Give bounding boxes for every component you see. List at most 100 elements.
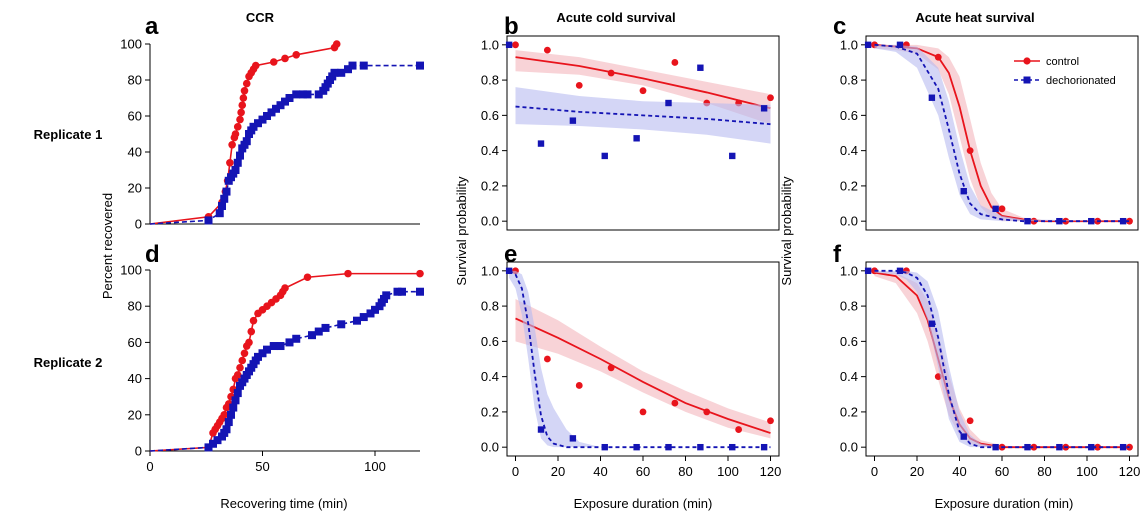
x-tick-label: 100 <box>717 464 739 479</box>
data-point <box>238 101 247 109</box>
data-point <box>671 59 679 66</box>
y-tick-label: 0.4 <box>840 143 858 158</box>
data-point <box>512 41 519 49</box>
data-point <box>233 371 242 379</box>
data-point <box>767 94 774 102</box>
confidence-band <box>515 299 771 439</box>
data-point <box>665 443 672 451</box>
data-point <box>237 108 245 117</box>
data-point <box>292 90 301 99</box>
data-point <box>344 269 352 278</box>
data-point <box>633 135 640 142</box>
legend-dechorionated-label: dechorionated <box>1046 75 1116 87</box>
data-point <box>204 443 213 452</box>
heat-survival-y-axis-label: Survival probability <box>779 176 794 286</box>
fit-line <box>874 269 1130 449</box>
data-point <box>416 269 424 278</box>
data-point <box>864 41 872 49</box>
data-point <box>281 284 289 292</box>
data-point <box>393 287 402 296</box>
panel-letter-d: d <box>145 241 160 268</box>
data-point <box>240 87 249 95</box>
data-point <box>236 115 244 124</box>
x-tick-label: 0 <box>146 459 153 474</box>
legend-dechorionated-marker <box>1023 76 1031 84</box>
y-tick-label: 0.0 <box>481 440 499 455</box>
x-tick-label: 40 <box>952 464 966 479</box>
data-point <box>543 46 551 54</box>
y-tick-label: 0.6 <box>840 334 858 349</box>
legend-control-label: control <box>1046 56 1079 68</box>
data-point <box>1119 217 1127 225</box>
data-point <box>371 305 379 314</box>
data-point <box>251 61 260 70</box>
data-point <box>330 68 339 77</box>
series-control <box>512 267 774 439</box>
data-point <box>285 94 294 102</box>
data-point <box>281 97 289 106</box>
data-point <box>366 309 375 318</box>
y-tick-label: 80 <box>128 299 142 314</box>
data-point <box>220 411 229 419</box>
data-point <box>303 90 312 99</box>
y-tick-label: 0 <box>135 217 142 232</box>
data-point <box>258 115 267 124</box>
data-point <box>233 123 242 131</box>
data-point <box>281 54 289 63</box>
data-point <box>204 216 213 225</box>
data-point <box>228 141 236 149</box>
panel-b: 0.0 0.2 0.4 0.6 0.8 1.0 <box>481 35 780 231</box>
x-tick-label: 20 <box>910 464 924 479</box>
data-point <box>321 323 330 332</box>
y-tick-label: 1.0 <box>481 37 499 52</box>
data-point <box>896 267 904 275</box>
data-point <box>416 287 424 296</box>
data-point <box>231 396 240 405</box>
data-point <box>760 443 768 451</box>
data-point <box>928 320 936 327</box>
data-point <box>703 408 711 416</box>
confidence-band <box>874 270 1130 448</box>
series-control <box>871 267 1133 451</box>
data-point <box>209 439 217 448</box>
y-tick-label: 40 <box>128 145 142 160</box>
series-dechorionated <box>864 267 1130 451</box>
y-tick-label: 1.0 <box>481 263 499 278</box>
x-tick-label: 40 <box>593 464 607 479</box>
confidence-band <box>874 270 1130 448</box>
data-point <box>760 105 768 112</box>
data-point <box>258 349 267 358</box>
data-point <box>233 389 242 398</box>
series-dechorionated <box>149 61 424 225</box>
data-point <box>864 267 872 275</box>
data-point <box>735 426 743 433</box>
confidence-band <box>515 50 771 125</box>
data-point <box>233 158 242 167</box>
data-point <box>543 355 551 363</box>
panel-e: 0.0 0.2 0.4 0.6 0.8 1.0 0 20 40 60 80 100 120 <box>481 261 781 479</box>
fit-line <box>515 105 771 126</box>
panel-letter-e: e <box>504 241 517 268</box>
data-point <box>224 418 233 427</box>
x-tick-label: 100 <box>1076 464 1098 479</box>
plot-frame <box>865 35 1139 231</box>
data-point <box>231 130 240 138</box>
y-tick-label: 60 <box>128 109 142 124</box>
series-control <box>871 41 1133 225</box>
panel-b-title: Acute cold survival <box>556 10 675 25</box>
data-point <box>239 94 248 102</box>
confidence-band <box>874 44 1130 222</box>
series-control <box>149 269 424 452</box>
panel-d: 0 20 40 60 80 100 0 50 100 <box>120 263 424 474</box>
data-point <box>308 331 316 340</box>
data-point <box>353 316 361 325</box>
data-point <box>1056 443 1063 451</box>
confidence-band <box>874 44 1130 222</box>
y-tick-label: 20 <box>128 407 142 422</box>
cold-x-axis-label: Exposure duration (min) <box>574 496 713 511</box>
data-point <box>245 338 253 347</box>
y-tick-label: 0.2 <box>481 178 499 193</box>
panel-f: 0.0 0.2 0.4 0.6 0.8 1.0 0 20 40 60 80 100 120 <box>840 261 1140 479</box>
data-point <box>292 51 301 59</box>
y-tick-label: 0.8 <box>840 73 858 88</box>
